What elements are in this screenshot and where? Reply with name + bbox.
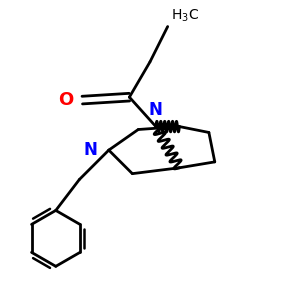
Text: O: O	[58, 91, 74, 109]
Text: N: N	[149, 101, 163, 119]
Text: H$_3$C: H$_3$C	[171, 7, 199, 24]
Text: N: N	[83, 141, 97, 159]
